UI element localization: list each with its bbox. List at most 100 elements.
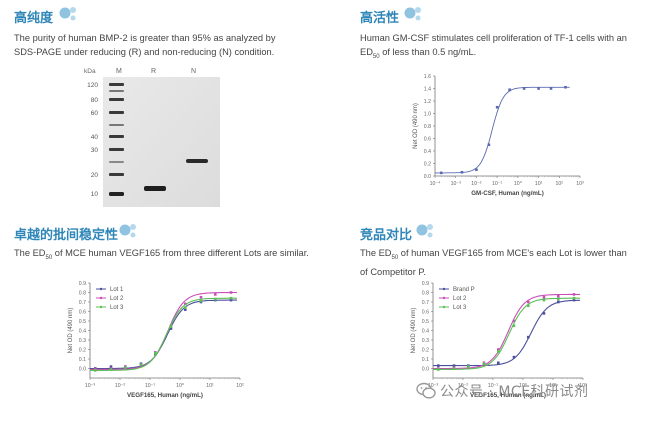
y-tick-label: 0.5 bbox=[79, 319, 86, 325]
purity-description: The purity of human BMP-2 is greater tha… bbox=[14, 31, 275, 59]
purity-panel: 高纯度 The purity of human BMP-2 is greater… bbox=[0, 0, 325, 215]
x-tick-label: 10⁻¹ bbox=[145, 383, 156, 389]
data-point bbox=[542, 312, 546, 315]
data-point bbox=[452, 364, 456, 367]
legend-label: Lot 3 bbox=[110, 305, 124, 311]
data-point bbox=[522, 87, 526, 90]
data-point bbox=[139, 363, 143, 366]
series-line bbox=[90, 297, 237, 371]
data-point bbox=[512, 319, 516, 323]
x-tick-label: 10¹ bbox=[535, 181, 543, 187]
lane-n-band bbox=[186, 159, 208, 163]
y-tick-label: 0.4 bbox=[424, 149, 431, 155]
marker-label: 20 bbox=[91, 172, 99, 179]
legend-marker bbox=[442, 287, 446, 291]
data-point bbox=[556, 295, 560, 298]
data-point bbox=[109, 365, 113, 368]
bubbles-icon bbox=[59, 7, 76, 21]
bubbles-icon bbox=[404, 7, 421, 21]
series-line bbox=[90, 299, 237, 370]
ed-subscript: 50 bbox=[45, 254, 53, 261]
gel-lane-n: N bbox=[191, 68, 196, 75]
wechat-icon bbox=[416, 382, 436, 399]
x-tick-label: 10⁻² bbox=[458, 383, 469, 389]
y-tick-label: 0.8 bbox=[79, 291, 86, 297]
legend-marker bbox=[99, 287, 103, 291]
series-line bbox=[433, 297, 580, 370]
y-tick-label: 0.2 bbox=[422, 348, 429, 354]
purity-desc-line2: SDS-PAGE under reducing (R) and non-redu… bbox=[14, 47, 275, 57]
consistency-description: The ED50 of MCE human VEGF165 from three… bbox=[14, 246, 309, 265]
y-tick-label: 0.3 bbox=[422, 338, 429, 344]
data-point bbox=[526, 304, 530, 308]
x-axis-label: VEGF165, Human (ng/mL) bbox=[127, 392, 203, 399]
marker-bands bbox=[109, 83, 124, 196]
consistency-panel: 卓越的批间稳定性 The ED50 of MCE human VEGF165 f… bbox=[0, 215, 325, 426]
ed-label: The ED bbox=[14, 248, 46, 258]
y-tick-label: 0.6 bbox=[424, 137, 431, 143]
gmcsf-chart: 0.0 0.2 0.4 0.6 0.8 1.0 1.2 1.4 1.6 10⁻⁴ 10⁻³ 10⁻² 1… bbox=[413, 74, 584, 197]
y-tick-label: 0.4 bbox=[79, 329, 86, 335]
data-point bbox=[169, 327, 173, 330]
watermark-text: 公众号 · MCE科研试剂 bbox=[440, 384, 589, 400]
comparison-description: The ED50 of human VEGF165 from MCE's eac… bbox=[360, 246, 627, 279]
activity-description: Human GM-CSF stimulates cell proliferati… bbox=[360, 31, 627, 64]
gel-lane-r: R bbox=[151, 68, 156, 75]
data-point bbox=[436, 368, 440, 371]
data-point bbox=[169, 325, 173, 328]
y-tick-label: 0.0 bbox=[79, 367, 86, 373]
activity-panel: 高活性 Human GM-CSF stimulates cell prolife… bbox=[325, 0, 650, 215]
x-tick-label: 10⁻¹ bbox=[492, 181, 503, 187]
data-point bbox=[153, 352, 157, 355]
ed-text: of less than 0.5 ng/mL. bbox=[379, 47, 477, 57]
x-tick-label: 10¹ bbox=[549, 383, 557, 389]
data-point bbox=[542, 298, 546, 302]
activity-desc-line2: ED50 of less than 0.5 ng/mL. bbox=[360, 45, 627, 64]
data-point bbox=[229, 291, 233, 294]
x-tick-label: 10⁻³ bbox=[85, 383, 96, 389]
data-point bbox=[526, 335, 530, 339]
y-tick-label: 0.7 bbox=[79, 300, 86, 306]
legend-marker bbox=[442, 305, 446, 309]
data-point bbox=[512, 355, 516, 359]
y-tick-label: 0.2 bbox=[424, 162, 431, 168]
data-point bbox=[526, 300, 530, 304]
legend-label: Lot 2 bbox=[453, 296, 467, 302]
ed-subscript: 50 bbox=[372, 53, 380, 60]
y-tick-label: 0.7 bbox=[422, 300, 429, 306]
y-tick-label: 0.4 bbox=[422, 329, 429, 335]
comparison-panel: 竞品对比 The ED50 of human VEGF165 from MCE'… bbox=[325, 215, 650, 426]
ed-text: of human VEGF165 from MCE's each Lot is … bbox=[398, 248, 627, 258]
purity-title: 高纯度 bbox=[14, 11, 54, 26]
data-point bbox=[475, 168, 478, 172]
data-point bbox=[537, 87, 540, 90]
data-point bbox=[199, 299, 203, 303]
ed-label: ED bbox=[360, 47, 373, 57]
ed-text: of MCE human VEGF165 from three differen… bbox=[52, 248, 309, 258]
data-point bbox=[466, 365, 470, 368]
x-tick-label: 10² bbox=[556, 181, 564, 187]
x-tick-label: 10⁻² bbox=[471, 181, 482, 187]
legend-marker bbox=[99, 305, 103, 309]
y-axis-label: Net OD (490 nm) bbox=[413, 103, 419, 149]
series-line bbox=[433, 293, 580, 370]
y-tick-label: 0.1 bbox=[79, 357, 86, 363]
y-tick-label: 0.2 bbox=[79, 348, 86, 354]
series-line bbox=[435, 86, 570, 174]
comparison-desc-line2: of Competitor P. bbox=[360, 266, 426, 277]
marker-label: 10 bbox=[91, 191, 99, 198]
data-point bbox=[109, 368, 113, 371]
data-point bbox=[512, 324, 516, 328]
marker-label: 80 bbox=[91, 97, 99, 104]
data-point bbox=[496, 350, 500, 353]
sds-page-gel: kDa M R N 120 80 60 40 30 20 10 bbox=[84, 68, 220, 207]
y-tick-label: 1.6 bbox=[424, 74, 431, 80]
data-point bbox=[213, 293, 217, 296]
y-tick-label: 1.2 bbox=[424, 99, 431, 105]
data-point bbox=[549, 87, 553, 90]
x-tick-label: 10⁻³ bbox=[428, 383, 439, 389]
lane-r-band bbox=[144, 186, 166, 191]
y-tick-label: 0.5 bbox=[422, 319, 429, 325]
y-tick-label: 1.4 bbox=[424, 87, 431, 93]
legend-label: Brand P bbox=[453, 287, 475, 293]
